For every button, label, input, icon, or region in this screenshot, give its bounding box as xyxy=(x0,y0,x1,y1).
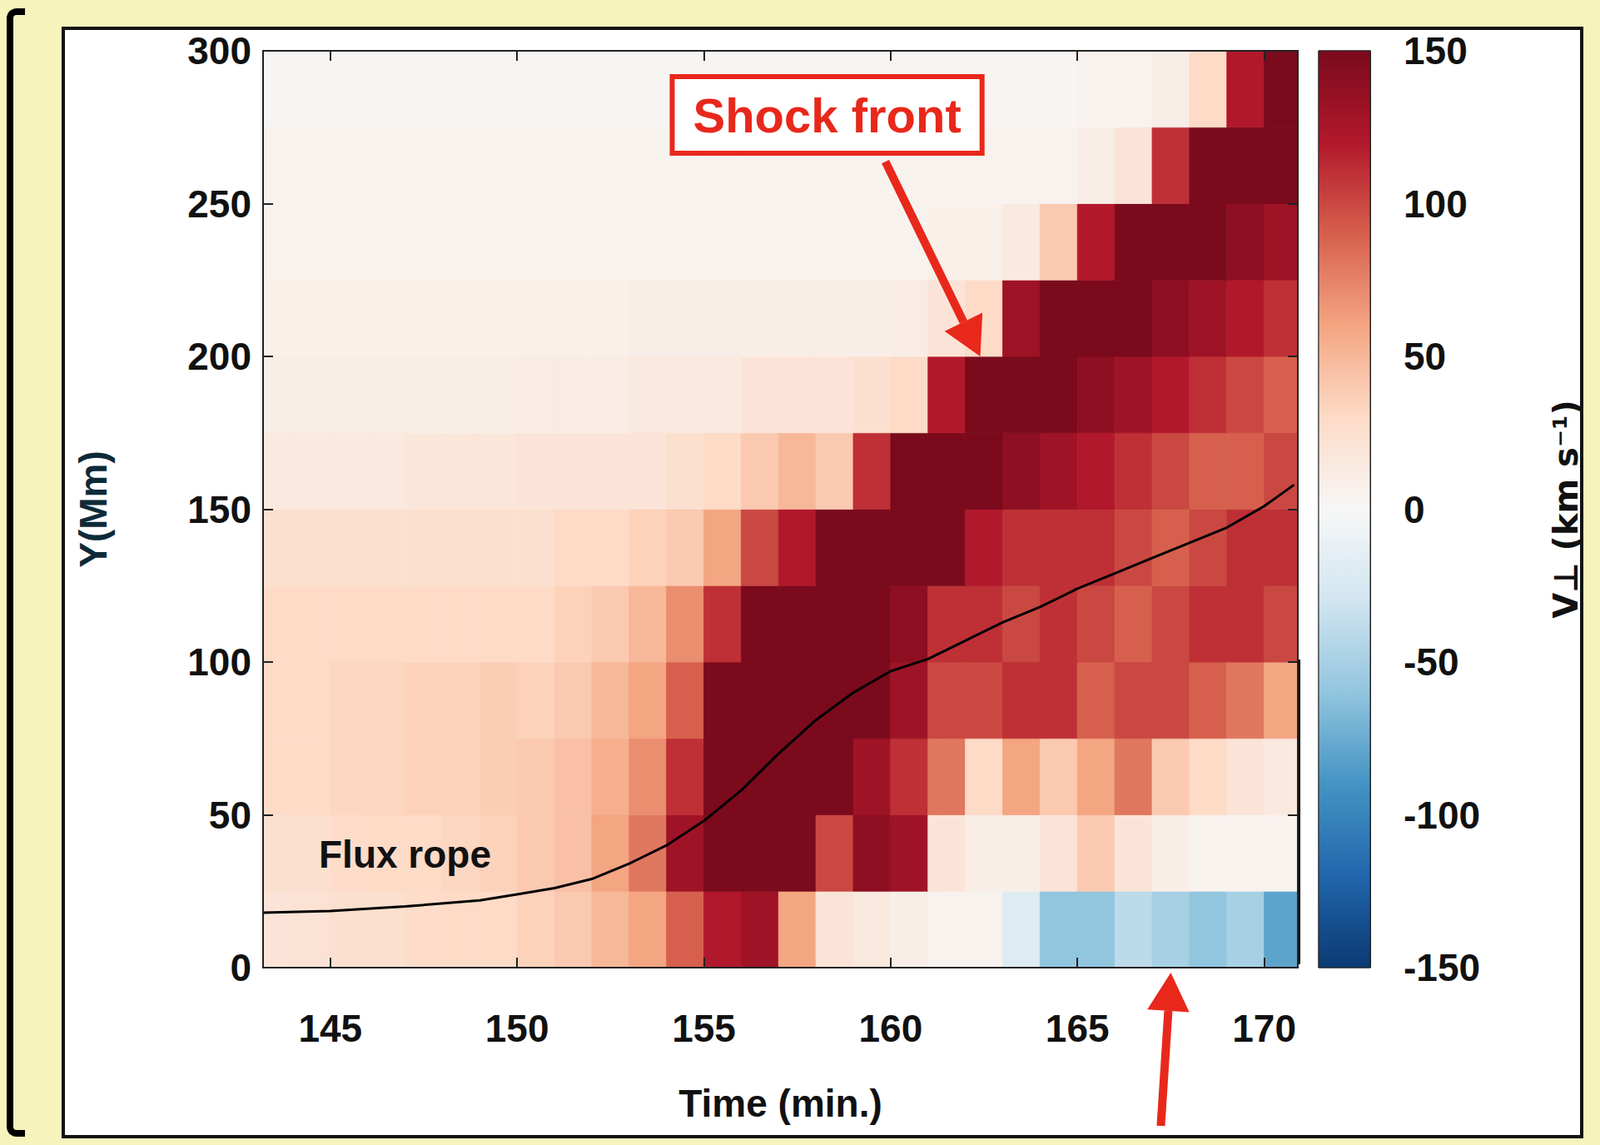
svg-text:0: 0 xyxy=(1403,487,1426,532)
svg-text:Flux rope: Flux rope xyxy=(318,832,492,876)
svg-text:V⊥ (km s⁻¹): V⊥ (km s⁻¹) xyxy=(1546,399,1586,619)
svg-text:50: 50 xyxy=(1403,334,1446,378)
svg-text:170: 170 xyxy=(1232,1006,1297,1050)
svg-text:-100: -100 xyxy=(1403,793,1481,837)
svg-text:300: 300 xyxy=(187,29,252,73)
svg-text:-150: -150 xyxy=(1403,945,1481,989)
svg-text:165: 165 xyxy=(1045,1006,1110,1050)
svg-text:Shock front: Shock front xyxy=(692,88,961,143)
svg-text:150: 150 xyxy=(187,487,252,532)
svg-text:145: 145 xyxy=(298,1006,363,1050)
svg-text:-50: -50 xyxy=(1403,640,1459,684)
svg-text:Time (min.): Time (min.) xyxy=(678,1081,883,1125)
svg-text:100: 100 xyxy=(1403,182,1468,226)
svg-text:50: 50 xyxy=(208,793,252,837)
svg-text:250: 250 xyxy=(187,182,252,226)
svg-text:150: 150 xyxy=(1403,29,1468,73)
svg-text:0: 0 xyxy=(229,945,252,989)
svg-text:150: 150 xyxy=(485,1006,550,1050)
svg-text:100: 100 xyxy=(187,640,252,684)
svg-text:155: 155 xyxy=(671,1006,736,1050)
svg-text:Y(Mm): Y(Mm) xyxy=(71,450,115,568)
svg-text:200: 200 xyxy=(187,334,252,378)
svg-text:160: 160 xyxy=(859,1006,924,1050)
